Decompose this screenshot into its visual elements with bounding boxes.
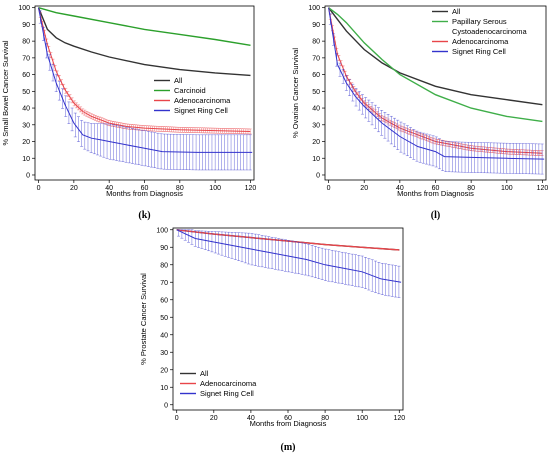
x-tick-label: 80 <box>321 415 329 422</box>
series-signet <box>38 7 253 171</box>
series-signet <box>176 229 402 298</box>
legend-label: Adenocarcinoma <box>452 37 509 46</box>
y-tick-label: 90 <box>312 22 320 29</box>
y-tick-label: 40 <box>160 332 168 339</box>
y-tick-label: 100 <box>156 227 168 234</box>
x-tick-label: 100 <box>501 185 513 192</box>
x-tick-label: 100 <box>209 185 221 192</box>
y-tick-label: 30 <box>160 350 168 357</box>
y-tick-label: 20 <box>312 139 320 146</box>
y-tick-label: 40 <box>22 106 30 113</box>
panel-k-small-bowel: 0 20 40 60 80 100 120 0 10 20 30 40 50 60 70 80 90 100 Mon… <box>1 5 256 221</box>
x-tick-label: 60 <box>432 185 440 192</box>
y-tick-label: 60 <box>22 72 30 79</box>
panel-label: (k) <box>138 210 150 221</box>
legend-label: Cystoadenocarcinoma <box>452 27 527 36</box>
x-tick-label: 0 <box>327 185 331 192</box>
series-line <box>328 7 545 160</box>
series-papillary <box>328 7 543 123</box>
y-tick-label: 60 <box>160 297 168 304</box>
x-tick-label: 60 <box>284 415 292 422</box>
x-tick-label: 120 <box>537 185 549 192</box>
x-tick-label: 40 <box>396 185 404 192</box>
y-tick-label: 30 <box>312 122 320 129</box>
panel-m-prostate: 0 20 40 60 80 100 120 0 10 20 30 40 50 60 70 80 90 100 Mon… <box>139 227 405 453</box>
y-axis-title: % Ovarian Cancer Survival <box>291 48 300 138</box>
y-axis-title: % Small Bowel Cancer Survival <box>1 40 10 145</box>
x-tick-label: 0 <box>37 185 41 192</box>
y-tick-label: 70 <box>22 55 30 62</box>
x-tick-label: 20 <box>70 185 78 192</box>
y-tick-label: 20 <box>160 367 168 374</box>
y-tick-label: 80 <box>312 39 320 46</box>
y-tick-label: 50 <box>22 89 30 96</box>
y-tick-label: 70 <box>312 55 320 62</box>
y-tick-label: 50 <box>160 315 168 322</box>
y-axis-title: % Prostate Cancer Survival <box>139 273 148 365</box>
panel-label: (m) <box>281 442 296 453</box>
series-line <box>38 7 253 153</box>
series-line <box>38 7 251 132</box>
legend-label: Signet Ring Cell <box>200 389 254 398</box>
series-all <box>37 7 251 77</box>
y-tick-label: 10 <box>312 156 320 163</box>
y-tick-label: 70 <box>160 280 168 287</box>
legend-label: All <box>200 369 209 378</box>
series-line <box>38 7 251 46</box>
y-tick-label: 0 <box>316 172 320 179</box>
x-tick-label: 60 <box>141 185 149 192</box>
x-tick-label: 80 <box>176 185 184 192</box>
series-adeno <box>176 229 400 251</box>
legend-label: Signet Ring Cell <box>174 106 228 115</box>
y-tick-label: 30 <box>22 122 30 129</box>
series-carcinoid <box>38 7 251 46</box>
y-tick-label: 80 <box>160 262 168 269</box>
legend-label: Papillary Serous <box>452 17 507 26</box>
x-tick-label: 20 <box>210 415 218 422</box>
x-tick-label: 100 <box>356 415 368 422</box>
y-tick-label: 20 <box>22 139 30 146</box>
y-tick-label: 90 <box>22 22 30 29</box>
series-line <box>328 7 543 106</box>
x-tick-label: 20 <box>360 185 368 192</box>
x-tick-label: 0 <box>175 415 179 422</box>
y-tick-label: 10 <box>22 156 30 163</box>
series-line <box>176 229 402 283</box>
x-axis-title: Months from Diagnosis <box>397 189 474 198</box>
legend-label: All <box>452 7 461 16</box>
series-all <box>328 7 543 106</box>
series-line <box>37 7 251 77</box>
legend-label: Signet Ring Cell <box>452 47 506 56</box>
x-tick-label: 120 <box>393 415 405 422</box>
panel-l-ovarian: 0 20 40 60 80 100 120 0 10 20 30 40 50 60 70 80 90 100 Mon… <box>291 5 548 221</box>
series-signet <box>328 7 545 175</box>
y-tick-label: 10 <box>160 385 168 392</box>
series-line <box>328 7 543 123</box>
panel-label: (l) <box>431 210 440 221</box>
y-tick-label: 0 <box>26 172 30 179</box>
series-line <box>176 229 400 251</box>
x-tick-label: 80 <box>467 185 475 192</box>
legend-label: Adenocarcinoma <box>200 379 257 388</box>
y-tick-label: 60 <box>312 72 320 79</box>
y-tick-label: 80 <box>22 39 30 46</box>
y-tick-label: 90 <box>160 245 168 252</box>
x-tick-label: 40 <box>105 185 113 192</box>
x-axis-title: Months from Diagnosis <box>106 189 183 198</box>
legend-label: Adenocarcinoma <box>174 96 231 105</box>
y-tick-label: 0 <box>164 402 168 409</box>
y-tick-label: 40 <box>312 106 320 113</box>
y-tick-label: 100 <box>308 5 320 12</box>
x-tick-label: 120 <box>245 185 257 192</box>
legend-label: Carcinoid <box>174 86 206 95</box>
y-tick-label: 50 <box>312 89 320 96</box>
x-axis-title: Months from Diagnosis <box>250 419 327 428</box>
y-tick-label: 100 <box>18 5 30 12</box>
x-tick-label: 40 <box>247 415 255 422</box>
legend-label: All <box>174 76 183 85</box>
